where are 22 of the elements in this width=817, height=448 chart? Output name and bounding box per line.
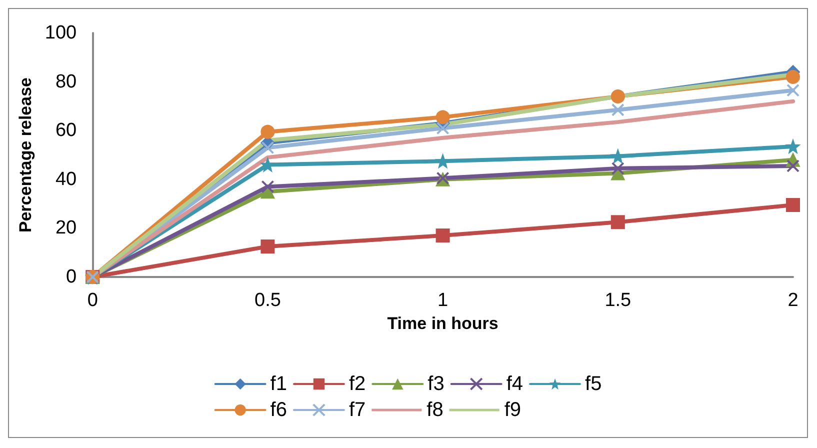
legend-label: f3 — [428, 373, 444, 395]
y-tick-label: 40 — [55, 168, 77, 190]
legend-label: f9 — [504, 399, 522, 421]
y-tick-label: 60 — [55, 120, 77, 142]
y-tick-label: 80 — [55, 71, 77, 92]
x-tick-label: 0 — [87, 290, 98, 311]
legend-label: f8 — [426, 399, 444, 421]
y-tick-label: 0 — [66, 266, 77, 288]
x-tick-label: 2 — [788, 290, 798, 311]
x-axis-title: Time in hours — [387, 314, 498, 333]
legend-label: f4 — [506, 373, 524, 395]
y-tick-label: 100 — [44, 22, 77, 44]
legend-label: f7 — [348, 399, 366, 421]
legend-label: f6 — [270, 399, 287, 421]
x-tick-label: 1.5 — [604, 290, 632, 311]
legend-label: f1 — [270, 373, 287, 395]
legend-label: f5 — [585, 373, 602, 395]
x-tick-label: 1 — [438, 290, 448, 311]
y-axis-title: Percentage release — [16, 78, 35, 232]
x-tick-label: 0.5 — [254, 290, 281, 311]
y-tick-label: 20 — [55, 218, 77, 239]
legend-label: f2 — [348, 373, 366, 395]
